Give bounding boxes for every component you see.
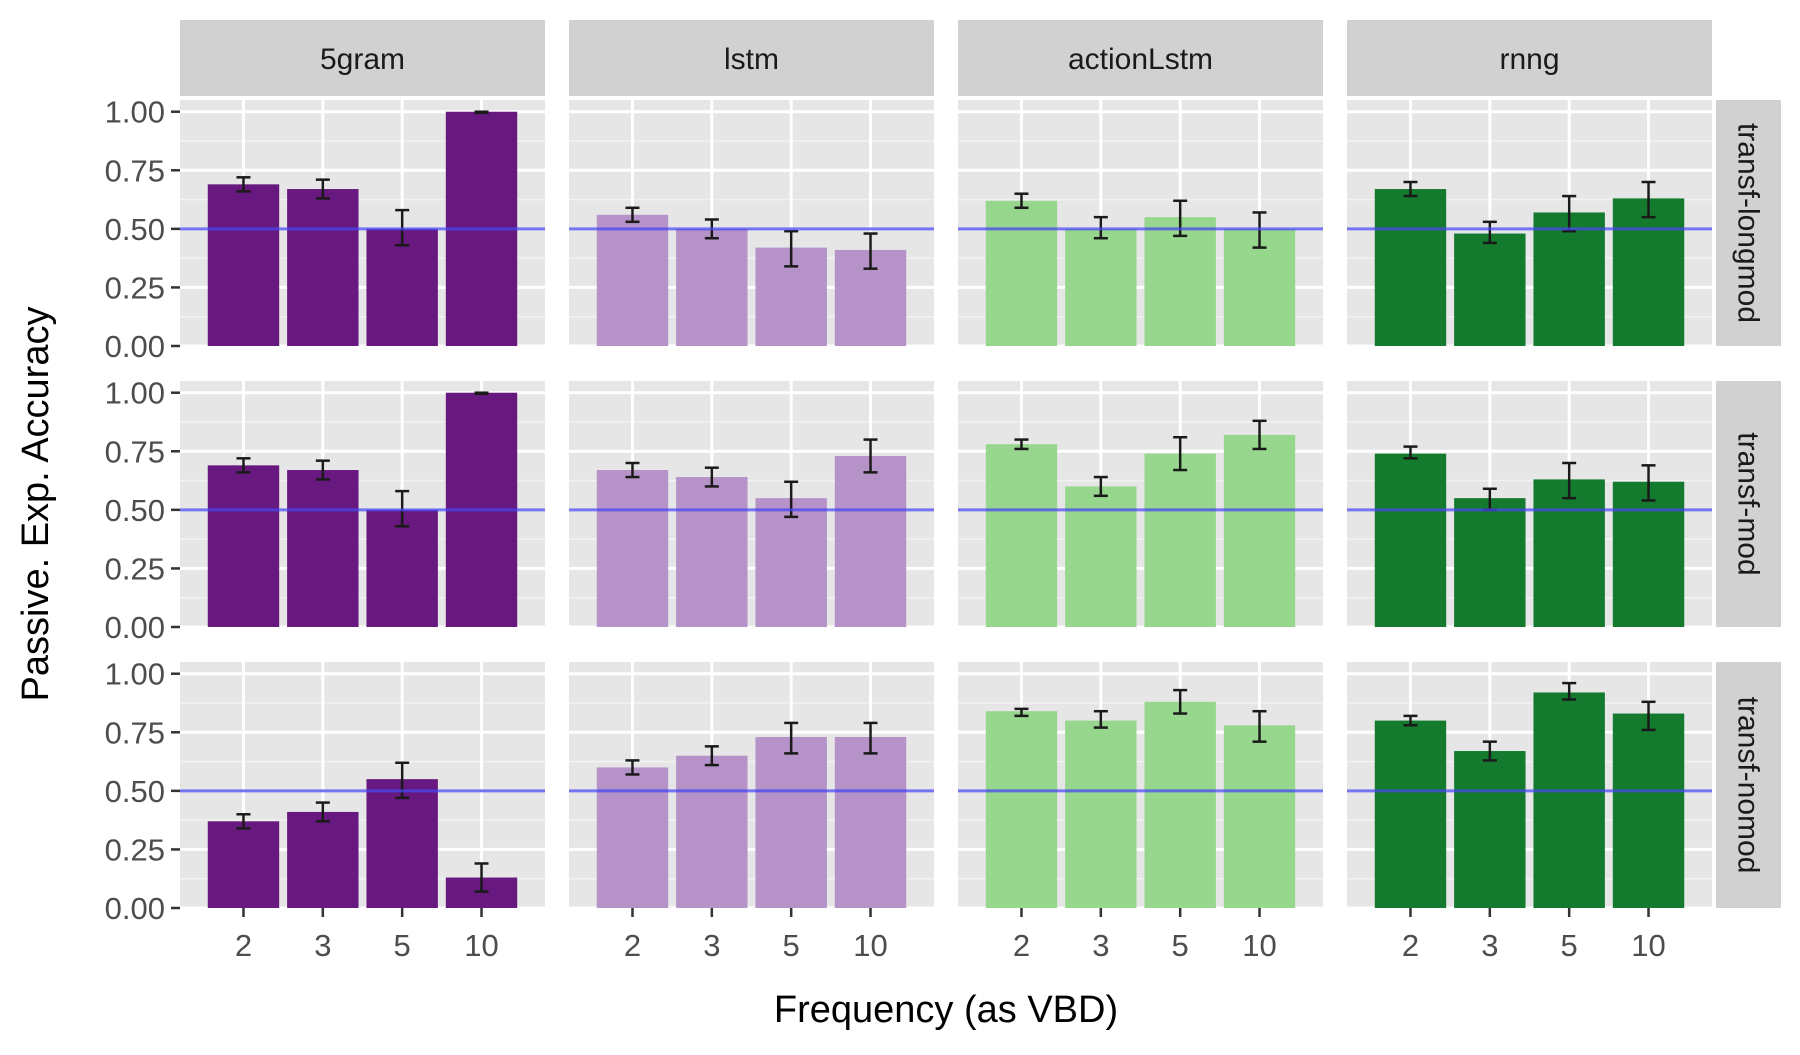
y-tick-label: 0.25 — [105, 270, 165, 305]
facet-strip-rnng — [1347, 20, 1712, 96]
bar — [207, 821, 280, 908]
bar — [1533, 212, 1605, 346]
x-tick-label: 2 — [1013, 928, 1030, 963]
y-tick-label: 0.75 — [105, 153, 165, 188]
bar — [834, 736, 907, 908]
bar — [596, 214, 669, 346]
bar — [366, 228, 438, 346]
x-tick-label: 5 — [1561, 928, 1578, 963]
bar — [1454, 233, 1526, 346]
y-tick-label: 0.00 — [105, 891, 165, 926]
y-tick-label: 0.50 — [105, 493, 165, 528]
bar — [366, 779, 438, 908]
bar — [985, 444, 1058, 627]
y-tick-label: 0.25 — [105, 551, 165, 586]
bar — [1533, 479, 1605, 627]
x-tick-label: 3 — [314, 928, 331, 963]
facet-strip-actionLstm — [958, 20, 1323, 96]
bar — [1065, 720, 1137, 908]
bar — [287, 470, 359, 627]
x-tick-label: 5 — [394, 928, 411, 963]
x-tick-label: 10 — [1242, 928, 1276, 963]
facet-strip-label: 5gram — [320, 43, 405, 76]
y-tick-label: 0.00 — [105, 329, 165, 364]
x-tick-label: 10 — [853, 928, 887, 963]
bar — [596, 767, 669, 908]
bar — [207, 184, 280, 346]
bar — [1065, 486, 1137, 627]
row-strip-label: transf-mod — [1732, 432, 1765, 575]
x-tick-label: 3 — [1092, 928, 1109, 963]
facet-strip-label: rnng — [1499, 43, 1559, 76]
bar — [834, 455, 907, 627]
y-tick-label: 0.50 — [105, 774, 165, 809]
bar — [1454, 751, 1526, 908]
x-tick-label: 10 — [1631, 928, 1665, 963]
x-tick-label: 5 — [1172, 928, 1189, 963]
bar — [676, 477, 748, 627]
y-tick-label: 0.75 — [105, 434, 165, 469]
y-tick-label: 1.00 — [105, 657, 165, 692]
x-tick-label: 3 — [1481, 928, 1498, 963]
bar — [1612, 713, 1685, 908]
bar — [1374, 720, 1447, 908]
facet-strip-lstm — [569, 20, 934, 96]
x-tick-label: 10 — [464, 928, 498, 963]
bar — [596, 470, 669, 627]
bar — [755, 498, 827, 627]
x-tick-label: 3 — [703, 928, 720, 963]
y-axis-title: Passive. Exp. Accuracy — [15, 307, 57, 702]
y-tick-label: 1.00 — [105, 376, 165, 411]
row-strip-transf-longmod — [1716, 100, 1781, 346]
bar — [1223, 434, 1296, 627]
bar — [1612, 481, 1685, 627]
bar — [755, 736, 827, 908]
bar — [1144, 453, 1216, 627]
bar — [985, 711, 1058, 908]
bar — [287, 189, 359, 346]
x-tick-label: 2 — [1402, 928, 1419, 963]
bar — [207, 465, 280, 627]
bar — [366, 509, 438, 627]
y-tick-label: 0.50 — [105, 212, 165, 247]
y-tick-label: 0.75 — [105, 715, 165, 750]
y-tick-label: 0.00 — [105, 610, 165, 645]
facet-strip-label: lstm — [724, 43, 779, 76]
bar — [985, 200, 1058, 346]
facet-strip-label: actionLstm — [1068, 43, 1213, 76]
bar — [676, 228, 748, 346]
row-strip-transf-nomod — [1716, 662, 1781, 908]
bar — [1374, 189, 1447, 346]
row-strip-transf-mod — [1716, 381, 1781, 627]
bar — [676, 755, 748, 908]
row-strip-label: transf-nomod — [1732, 697, 1765, 874]
x-tick-label: 2 — [235, 928, 252, 963]
x-axis-title: Frequency (as VBD) — [774, 989, 1118, 1031]
y-tick-label: 0.25 — [105, 832, 165, 867]
bar — [1454, 498, 1526, 627]
bar — [1065, 228, 1137, 346]
bar — [1374, 453, 1447, 627]
bar — [1223, 725, 1296, 908]
x-tick-label: 2 — [624, 928, 641, 963]
bar — [1612, 198, 1685, 346]
bar — [1144, 701, 1216, 908]
bar — [1533, 692, 1605, 908]
facet-strip-5gram — [180, 20, 545, 96]
bar — [1144, 217, 1216, 346]
bar — [287, 811, 359, 908]
row-strip-label: transf-longmod — [1732, 123, 1765, 323]
x-tick-label: 5 — [783, 928, 800, 963]
y-tick-label: 1.00 — [105, 95, 165, 130]
